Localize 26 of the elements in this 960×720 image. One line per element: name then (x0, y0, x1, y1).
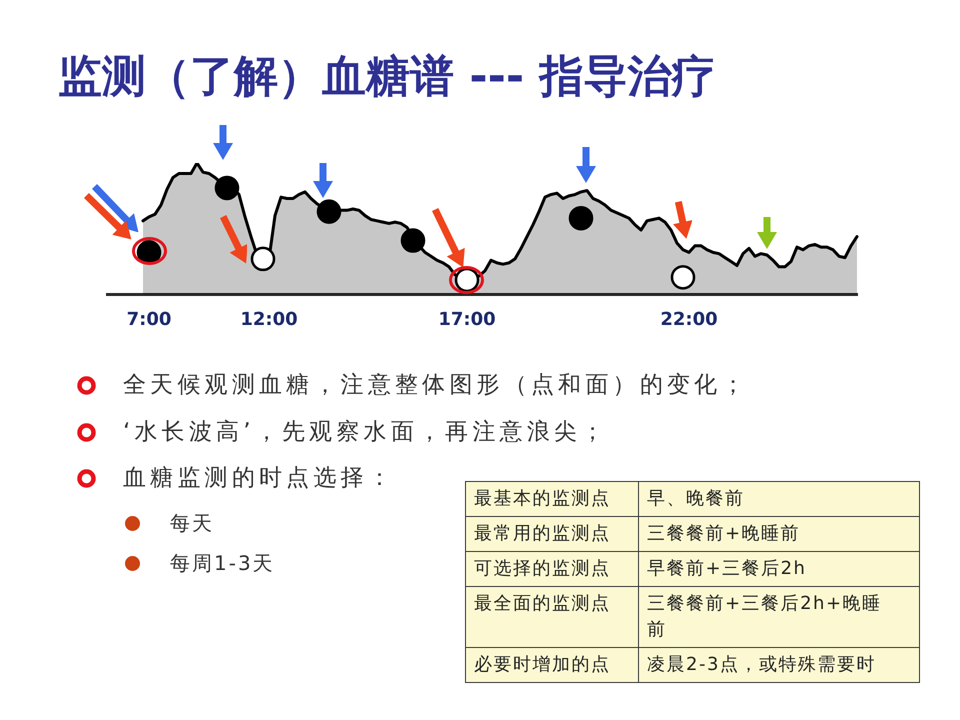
point (400, 228, 426, 253)
point (670, 265, 696, 290)
x-tick-label: 17:00 (438, 308, 496, 330)
point (250, 246, 276, 272)
text: 血糖监测的时点选择： (123, 465, 395, 491)
point (214, 176, 240, 200)
text: 每天 (170, 511, 214, 535)
text: ‘水长波高’，先观察水面，再注意浪尖； (123, 419, 608, 445)
x-tick-label: 12:00 (240, 308, 298, 330)
text: 三餐餐前+三餐后2h+晚睡前 (647, 593, 882, 640)
text: 每周1-3天 (170, 551, 275, 575)
x-tick-label: 22:00 (660, 308, 718, 330)
text: 早、晚餐前 (647, 488, 744, 509)
text: 早餐前+三餐后2h (647, 558, 806, 579)
text: 最全面的监测点 (474, 593, 610, 614)
chart-title: 监测（了解）血糖谱 --- 指导治疗 (58, 51, 716, 102)
point (316, 199, 342, 224)
text: 三餐餐前+晚睡前 (647, 523, 800, 544)
text: 最常用的监测点 (474, 523, 610, 544)
text: 凌晨2-3点，或特殊需要时 (647, 654, 876, 675)
text: 全天候观测血糖，注意整体图形（点和面）的变化； (123, 372, 749, 398)
text: 最基本的监测点 (474, 488, 610, 509)
x-tick-label: 7:00 (126, 308, 172, 330)
text: 可选择的监测点 (474, 558, 610, 579)
text: 必要时增加的点 (474, 654, 610, 675)
point (568, 206, 594, 230)
